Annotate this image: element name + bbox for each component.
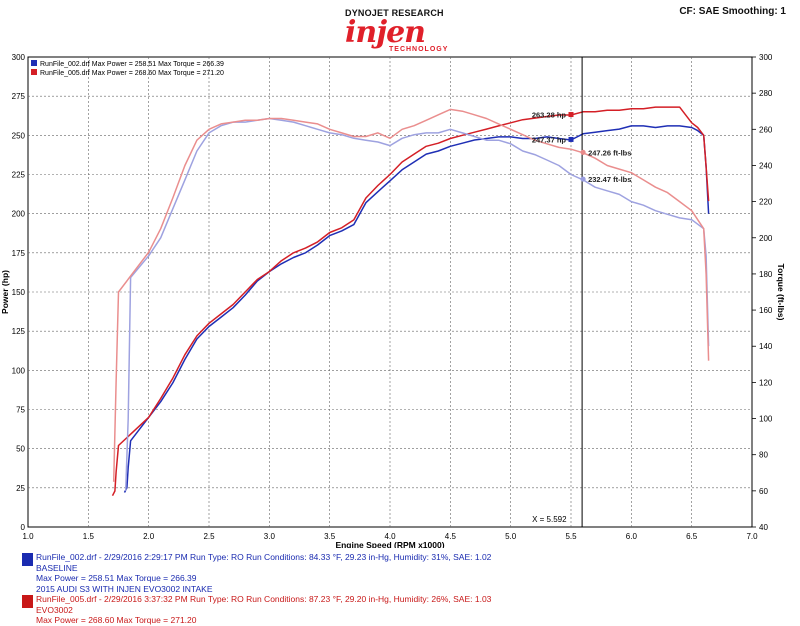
x-tick-label: 4.0 — [384, 532, 396, 541]
x-tick-label: 6.5 — [686, 532, 698, 541]
y-tick-label: 25 — [16, 484, 25, 493]
legend-swatch — [31, 69, 37, 75]
annotation-label: 247.26 ft-lbs — [588, 148, 631, 157]
y2-tick-label: 160 — [759, 306, 773, 315]
y2-tick-label: 240 — [759, 161, 773, 170]
y2-tick-label: 100 — [759, 415, 773, 424]
x-tick-label: 3.0 — [264, 532, 276, 541]
series-line — [111, 106, 710, 497]
y-axis-label: Power (hp) — [0, 270, 10, 314]
y2-tick-label: 140 — [759, 342, 773, 351]
x-tick-label: 5.5 — [565, 532, 577, 541]
y-tick-label: 275 — [12, 92, 26, 101]
y-tick-label: 100 — [12, 366, 26, 375]
x-axis-label: Engine Speed (RPM x1000) — [335, 540, 444, 548]
run-line: EVO3002 — [36, 604, 73, 615]
run-line: Max Power = 258.51 Max Torque = 266.39 — [36, 573, 197, 583]
legend-label: RunFile_002.drf Max Power = 258.51 Max T… — [40, 61, 224, 68]
brand-block: DYNOJET RESEARCH injen TECHNOLOGY — [345, 8, 447, 53]
y2-tick-label: 220 — [759, 198, 773, 207]
y-tick-label: 75 — [16, 406, 25, 415]
series-line — [123, 125, 710, 493]
x-tick-label: 5.0 — [505, 532, 517, 541]
run-details-evo: RunFile_005.drf - 2/29/2016 3:37:32 PM R… — [22, 594, 492, 626]
y-tick-label: 0 — [21, 523, 26, 532]
y2-axis-label: Torque (ft-lbs) — [776, 264, 786, 321]
series-line — [112, 108, 710, 482]
run-line: RunFile_002.drf - 2/29/2016 2:29:17 PM R… — [36, 552, 492, 562]
dyno-chart: 1.0 1.5 2.0 2.5 3.0 3.5 4.0 4.5 5.0 5.5 6.0 6.5 7.0 0… — [0, 53, 786, 548]
chart-settings: CF: SAE Smoothing: 1 — [679, 6, 786, 17]
x-tick-label: 3.5 — [324, 532, 336, 541]
y-tick-label: 200 — [12, 210, 26, 219]
cursor-label: X = 5.592 — [532, 515, 567, 524]
series-line — [124, 117, 710, 491]
legend-swatch — [31, 60, 37, 66]
run-line: Max Power = 268.60 Max Torque = 271.20 — [36, 615, 197, 625]
y2-tick-label: 180 — [759, 270, 773, 279]
run-line: 2015 AUDI S3 WITH INJEN EVO3002 INTAKE — [36, 583, 213, 594]
run-color-swatch — [22, 553, 33, 566]
run-line: RunFile_005.drf - 2/29/2016 3:37:32 PM R… — [36, 594, 492, 604]
annotation-label: 232.47 ft-lbs — [588, 175, 631, 184]
x-tick-label: 7.0 — [746, 532, 758, 541]
y2-tick-label: 40 — [759, 523, 768, 532]
x-tick-label: 1.0 — [22, 532, 34, 541]
run-details-baseline: RunFile_002.drf - 2/29/2016 2:29:17 PM R… — [22, 552, 492, 594]
annotation-marker — [580, 149, 586, 155]
x-tick-label: 6.0 — [626, 532, 638, 541]
y2-tick-label: 120 — [759, 378, 773, 387]
x-tick-label: 4.5 — [445, 532, 457, 541]
y-tick-label: 175 — [12, 249, 26, 258]
y-tick-label: 50 — [16, 445, 25, 454]
run-color-swatch — [22, 595, 33, 608]
x-tick-label: 1.5 — [83, 532, 95, 541]
y-tick-label: 250 — [12, 131, 26, 140]
run-line: BASELINE — [36, 562, 78, 573]
y-tick-label: 150 — [12, 288, 26, 297]
y2-tick-label: 80 — [759, 451, 768, 460]
annotation-marker — [568, 112, 574, 118]
y2-tick-label: 280 — [759, 89, 773, 98]
y-tick-label: 300 — [12, 53, 26, 62]
y-tick-label: 225 — [12, 171, 26, 180]
y-tick-label: 125 — [12, 327, 26, 336]
annotation-label: 247.37 hp — [532, 135, 567, 144]
x-tick-label: 2.5 — [203, 532, 215, 541]
y2-tick-label: 260 — [759, 125, 773, 134]
annotation-marker — [580, 176, 586, 182]
brand-tagline: TECHNOLOGY — [389, 46, 449, 53]
annotation-marker — [568, 136, 574, 142]
y2-tick-label: 200 — [759, 234, 773, 243]
brand-logo: injen — [345, 15, 426, 50]
y2-tick-label: 300 — [759, 53, 773, 62]
x-tick-label: 2.0 — [143, 532, 155, 541]
legend-label: RunFile_005.drf Max Power = 268.60 Max T… — [40, 70, 224, 77]
brand-company: DYNOJET RESEARCH — [345, 8, 444, 18]
annotation-label: 263.28 hp — [532, 111, 567, 120]
y2-tick-label: 60 — [759, 487, 768, 496]
